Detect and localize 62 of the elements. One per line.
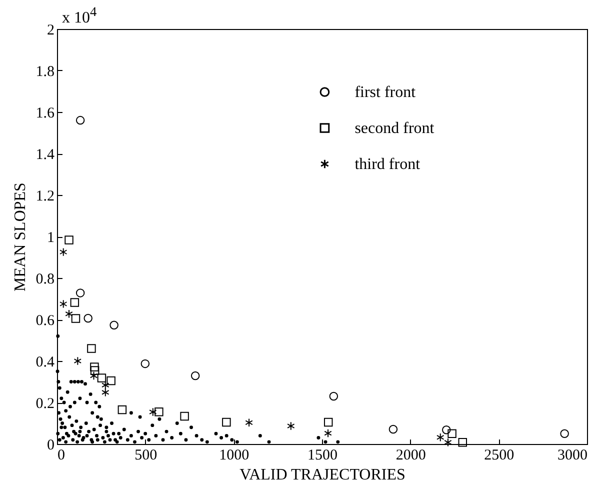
point bbox=[458, 438, 467, 447]
point bbox=[436, 432, 444, 442]
point bbox=[222, 418, 231, 427]
x-tick-label: 3000 bbox=[558, 448, 588, 464]
point bbox=[59, 248, 68, 256]
point bbox=[442, 426, 451, 434]
point bbox=[87, 344, 96, 353]
point bbox=[448, 429, 456, 438]
x-tick-label: 1000 bbox=[219, 448, 250, 464]
point bbox=[180, 412, 189, 421]
y-tick-label: 0 bbox=[47, 438, 54, 454]
point bbox=[245, 418, 253, 427]
x-tick-label: 0 bbox=[58, 448, 65, 464]
y-tick-label: 1 bbox=[47, 230, 54, 246]
point bbox=[560, 429, 569, 438]
point bbox=[59, 300, 68, 308]
point bbox=[90, 366, 100, 375]
y-axis-title: MEAN SLOPES bbox=[12, 182, 29, 292]
point bbox=[90, 371, 98, 380]
text: x 10$^{4}$ bbox=[62, 4, 97, 28]
point bbox=[84, 314, 92, 323]
y-tick-label: 1.4 bbox=[36, 147, 55, 163]
point bbox=[154, 407, 164, 416]
point bbox=[329, 392, 338, 401]
point bbox=[444, 438, 452, 447]
point bbox=[90, 362, 99, 372]
y-tick-label: 0.4 bbox=[36, 354, 55, 370]
y-tick-label: 2 bbox=[47, 22, 54, 38]
point bbox=[102, 380, 110, 390]
point bbox=[70, 298, 80, 307]
point bbox=[106, 376, 116, 386]
point bbox=[71, 314, 80, 323]
y-tick-label: 0.6 bbox=[36, 313, 55, 329]
x-tick-label: 1500 bbox=[308, 448, 338, 464]
point bbox=[190, 371, 200, 380]
point bbox=[287, 422, 295, 430]
point bbox=[324, 418, 333, 427]
point bbox=[65, 310, 73, 318]
point bbox=[102, 388, 110, 397]
point bbox=[388, 424, 398, 434]
point bbox=[97, 374, 106, 382]
y-tick-label: 0.8 bbox=[36, 272, 54, 288]
point bbox=[118, 405, 127, 414]
x-tick-label: 2000 bbox=[396, 448, 426, 464]
y-tick-label: 0.2 bbox=[36, 396, 54, 412]
x-tick-label: 2500 bbox=[484, 448, 514, 464]
legend-label: second front bbox=[354, 120, 435, 137]
point bbox=[149, 408, 157, 416]
point bbox=[76, 288, 85, 298]
point bbox=[140, 359, 150, 368]
point bbox=[110, 320, 118, 330]
point bbox=[324, 428, 332, 438]
legend-label: first front bbox=[354, 84, 416, 101]
y-tick-label: 1.2 bbox=[36, 188, 54, 204]
y-tick-label: 1.8 bbox=[36, 64, 54, 80]
x-axis-title: VALID TRAJECTORIES bbox=[240, 466, 406, 484]
point bbox=[76, 116, 85, 125]
legend-label: third front bbox=[354, 156, 421, 173]
point bbox=[74, 356, 82, 366]
y-tick-label: 1.6 bbox=[36, 106, 55, 122]
x-tick-label: 500 bbox=[134, 448, 158, 464]
point bbox=[64, 236, 74, 244]
